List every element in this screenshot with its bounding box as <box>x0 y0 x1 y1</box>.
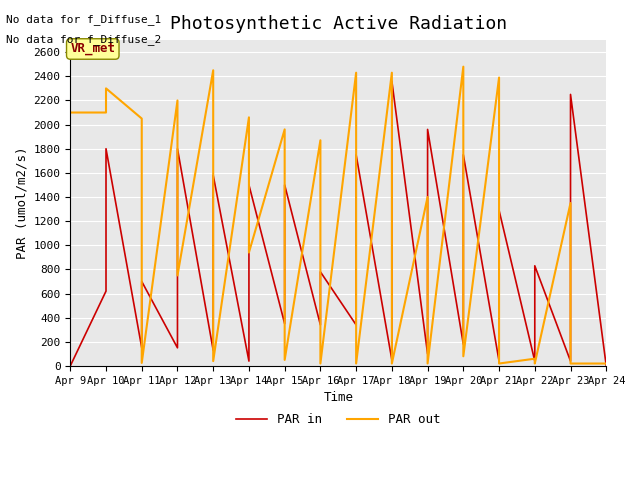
PAR in <box>281 321 289 326</box>
PAR out <box>173 97 181 103</box>
PAR out <box>245 114 253 120</box>
PAR out <box>317 360 324 366</box>
PAR in <box>102 146 110 152</box>
PAR out <box>138 116 145 121</box>
PAR in <box>245 182 253 188</box>
Y-axis label: PAR (umol/m2/s): PAR (umol/m2/s) <box>15 147 28 259</box>
PAR in <box>566 92 574 97</box>
PAR out <box>317 137 324 143</box>
PAR in <box>209 348 217 353</box>
PAR out <box>460 64 467 70</box>
PAR out <box>281 127 289 132</box>
PAR out <box>388 70 396 75</box>
PAR out <box>566 360 574 366</box>
PAR out <box>209 67 217 73</box>
PAR out <box>424 360 431 366</box>
PAR out <box>281 357 289 363</box>
PAR in <box>460 152 467 157</box>
PAR in <box>317 322 324 328</box>
Title: Photosynthetic Active Radiation: Photosynthetic Active Radiation <box>170 15 507 33</box>
PAR in <box>602 363 610 369</box>
PAR out <box>566 200 574 206</box>
PAR in <box>388 357 396 363</box>
PAR in <box>531 263 539 269</box>
Text: No data for f_Diffuse_1: No data for f_Diffuse_1 <box>6 14 162 25</box>
PAR in <box>138 278 145 284</box>
PAR in <box>173 345 181 351</box>
X-axis label: Time: Time <box>323 391 353 404</box>
PAR in <box>424 127 431 132</box>
Line: PAR in: PAR in <box>70 81 606 366</box>
PAR out <box>352 360 360 366</box>
PAR out <box>602 360 610 366</box>
Legend: PAR in, PAR out: PAR in, PAR out <box>231 408 446 432</box>
PAR in <box>566 358 574 364</box>
PAR in <box>245 358 253 364</box>
PAR out <box>67 109 74 115</box>
Text: VR_met: VR_met <box>70 43 115 56</box>
PAR in <box>352 322 360 328</box>
PAR out <box>531 356 539 361</box>
PAR out <box>352 70 360 75</box>
PAR in <box>102 288 110 294</box>
PAR out <box>245 250 253 255</box>
Line: PAR out: PAR out <box>70 67 606 363</box>
PAR in <box>281 182 289 188</box>
Text: No data for f_Diffuse_2: No data for f_Diffuse_2 <box>6 34 162 45</box>
PAR out <box>495 75 503 81</box>
PAR in <box>352 152 360 157</box>
PAR in <box>495 358 503 364</box>
PAR out <box>388 360 396 366</box>
PAR in <box>388 78 396 84</box>
PAR in <box>209 172 217 178</box>
PAR in <box>317 269 324 275</box>
PAR out <box>209 358 217 364</box>
PAR in <box>67 363 74 369</box>
PAR out <box>102 85 110 91</box>
PAR out <box>460 353 467 359</box>
PAR out <box>173 273 181 278</box>
PAR out <box>424 194 431 200</box>
PAR out <box>102 109 110 115</box>
PAR in <box>531 358 539 364</box>
PAR out <box>531 360 539 366</box>
PAR out <box>138 360 145 366</box>
PAR in <box>138 345 145 351</box>
PAR in <box>173 146 181 152</box>
PAR in <box>460 341 467 347</box>
PAR in <box>424 351 431 357</box>
PAR out <box>495 360 503 366</box>
PAR in <box>495 207 503 213</box>
